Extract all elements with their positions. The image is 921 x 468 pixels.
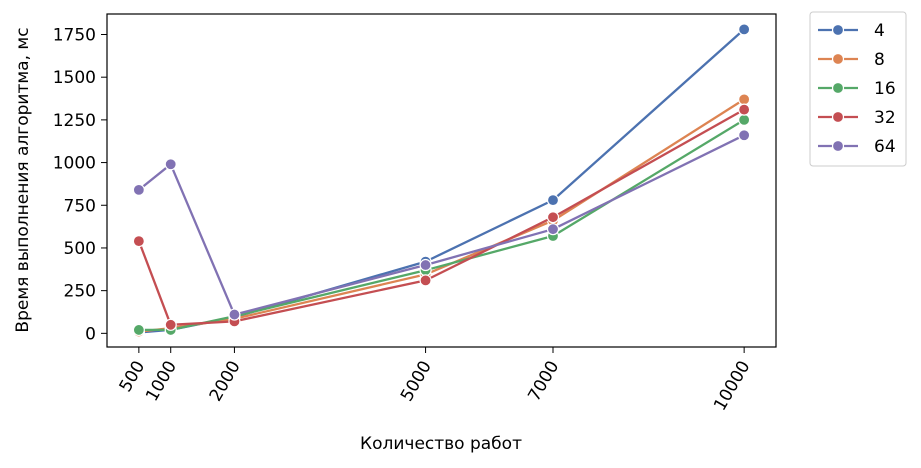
series-line xyxy=(138,98,745,333)
legend-label: 4 xyxy=(874,21,885,41)
legend-label: 64 xyxy=(874,137,896,157)
data-point xyxy=(419,274,432,287)
data-point xyxy=(738,23,751,36)
legend-item: 8 xyxy=(818,50,885,70)
legend-label: 16 xyxy=(874,79,896,99)
legend-marker xyxy=(831,23,845,37)
series-4 xyxy=(132,23,751,339)
legend-label: 32 xyxy=(874,108,896,128)
data-point xyxy=(546,211,560,224)
legend-item: 16 xyxy=(818,79,896,99)
data-point xyxy=(132,183,145,196)
data-point xyxy=(546,223,560,236)
data-point xyxy=(738,103,751,116)
x-tick-label: 5000 xyxy=(397,358,436,405)
data-point xyxy=(546,194,560,207)
legend-item: 4 xyxy=(818,21,885,41)
series-64 xyxy=(132,129,751,321)
data-point xyxy=(164,158,177,171)
series-32 xyxy=(132,103,751,331)
legend-marker xyxy=(831,81,845,95)
legend-items: 4 8 16 32 64 xyxy=(818,21,896,157)
data-point xyxy=(132,235,145,248)
legend: 4 8 16 32 64 xyxy=(809,11,907,167)
x-axis-label: Количество работ xyxy=(360,434,522,454)
series-8 xyxy=(132,93,751,338)
y-tick-label: 250 xyxy=(64,282,96,302)
data-point xyxy=(738,129,751,142)
legend-label: 8 xyxy=(874,50,885,70)
series-layer xyxy=(132,23,751,339)
x-tick-label: 7000 xyxy=(524,358,563,405)
y-axis-label: Время выполнения алгоритма, мс xyxy=(13,27,33,332)
y-tick-label: 0 xyxy=(85,324,96,344)
x-tick-label: 2000 xyxy=(206,358,245,405)
y-tick-label: 750 xyxy=(64,196,96,216)
legend-item: 64 xyxy=(818,137,896,157)
data-point xyxy=(738,93,751,106)
y-tick-label: 1000 xyxy=(53,154,96,174)
plot-frame xyxy=(106,13,777,348)
y-tick-label: 500 xyxy=(64,239,96,259)
legend-marker xyxy=(831,139,845,153)
series-line xyxy=(138,118,745,332)
y-tick-label: 1250 xyxy=(53,111,96,131)
y-tick-label: 1500 xyxy=(53,68,96,88)
data-point xyxy=(419,258,432,272)
y-axis-ticks: 0 250 500 750 1000 1250 1500 1750 xyxy=(53,25,107,344)
legend-marker xyxy=(831,110,845,124)
data-point xyxy=(228,308,241,321)
y-tick-label: 1750 xyxy=(53,25,96,45)
series-16 xyxy=(132,113,751,337)
legend-item: 32 xyxy=(818,108,896,128)
data-point xyxy=(738,113,751,126)
x-tick-label: 1000 xyxy=(142,358,181,405)
legend-marker xyxy=(831,52,845,66)
series-line xyxy=(137,108,745,326)
series-line xyxy=(138,134,745,316)
data-point xyxy=(164,318,177,331)
x-tick-label: 10000 xyxy=(710,358,754,415)
data-point xyxy=(132,323,145,337)
